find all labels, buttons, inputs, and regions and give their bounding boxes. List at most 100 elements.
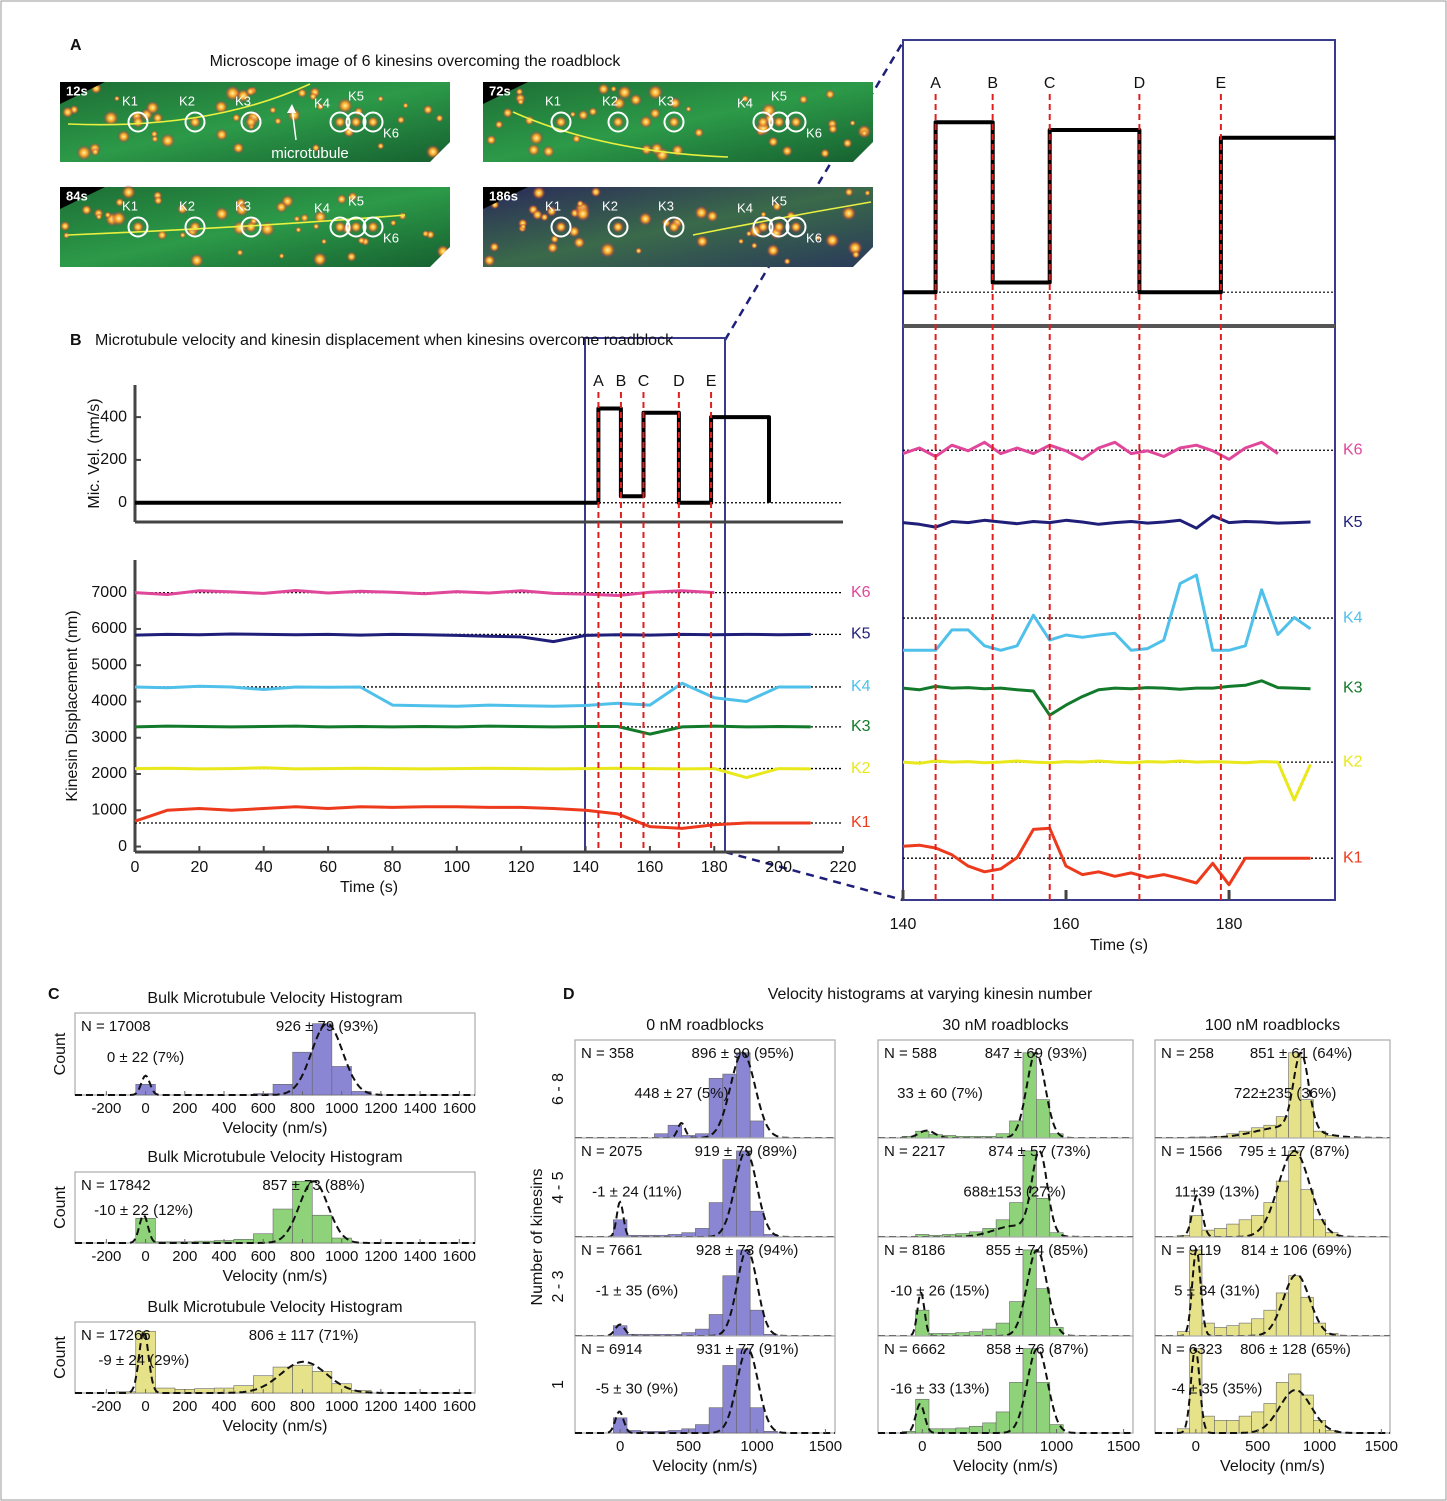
kinesin-marker	[607, 111, 629, 133]
fluorescent-spot	[555, 221, 567, 233]
fluorescent-spot	[767, 136, 779, 148]
panel-title: Microscope image of 6 kinesins overcomin…	[210, 53, 622, 70]
x-tick-label: 140	[572, 859, 599, 876]
fit-curve	[75, 1022, 475, 1096]
fit-label: 11±39 (13%)	[1175, 1183, 1260, 1200]
x-tick-label: 220	[830, 859, 857, 876]
kinesin-marker	[362, 216, 384, 238]
histogram: 4 - 5 N = 2075 919 ± 79 (89%) -1 ± 24 (11%)	[550, 1137, 836, 1238]
fluorescent-spot	[841, 205, 857, 221]
fluorescent-spot	[781, 145, 793, 157]
kinesin-marker	[663, 216, 685, 238]
fit-label: 926 ± 79 (93%)	[276, 1018, 378, 1035]
fluorescent-spot	[685, 105, 692, 113]
bar	[272, 1084, 293, 1096]
fluorescent-spot	[132, 221, 144, 233]
y-tick-label: 3000	[91, 729, 127, 746]
kinesin-label: K4	[314, 200, 330, 215]
series-label: K3	[1343, 679, 1363, 696]
fit-label: 874 ± 57 (73%)	[988, 1143, 1090, 1160]
histogram: 0 500 1000 1500 Velocity (nm/s) N = 6662 858 ±…	[877, 1335, 1140, 1475]
bar	[1300, 1189, 1314, 1238]
y-tick-label: 4000	[91, 693, 127, 710]
bar	[695, 1328, 710, 1337]
fluorescent-spot	[214, 206, 229, 221]
fluorescent-spot	[59, 220, 71, 232]
panel-label: C	[48, 986, 60, 1003]
chart: 0 1000 2000 3000 4000 5000 6000 7000 0 20 40 60 80 10…	[64, 560, 871, 896]
x-tick-label: 0	[141, 1100, 149, 1117]
fluorescent-spot	[215, 128, 228, 141]
series-line	[134, 589, 715, 597]
x-tick-label: -200	[91, 1100, 121, 1117]
sample-size: N = 358	[581, 1045, 634, 1062]
fluorescent-spot	[597, 83, 610, 96]
histogram: 0 500 1000 1500 Velocity (nm/s) N = 6323 806 ±…	[1154, 1335, 1398, 1475]
bar	[1288, 1150, 1302, 1238]
histogram: N = 2217 874 ± 57 (73%) 688±153 (27%)	[877, 1137, 1134, 1238]
histogram: 6 - 8 0 nM roadblocks N = 358 896 ± 90 (95%…	[550, 1017, 836, 1139]
kinesin-label: K2	[179, 198, 195, 213]
y-tick-label: 6000	[91, 620, 127, 637]
bar	[331, 1066, 352, 1096]
bar	[736, 1150, 751, 1238]
fluorescent-spot	[337, 97, 353, 114]
series-label: K1	[1343, 849, 1363, 866]
fluorescent-spot	[293, 215, 301, 223]
bar	[1263, 1124, 1277, 1139]
fit-curve	[575, 1051, 835, 1139]
fluorescent-spot	[612, 96, 626, 110]
sample-size: N = 17008	[81, 1018, 151, 1035]
fluorescent-spot	[398, 211, 407, 221]
bar	[722, 1275, 737, 1337]
histogram: -200 0 200 400 600 800 1000 1200 1400 1600 Velocit…	[52, 1149, 476, 1285]
histogram: 30 nM roadblocks N = 588 847 ± 69 (93%) 33 …	[877, 1017, 1134, 1139]
chart-title: 30 nM roadblocks	[942, 1017, 1068, 1034]
fluorescent-spot	[773, 221, 785, 233]
x-tick-label: 1600	[443, 1398, 476, 1415]
chart-title: 0 nM roadblocks	[646, 1017, 763, 1034]
bar	[1226, 1325, 1240, 1337]
series-line	[134, 805, 811, 830]
kinesin-label: K2	[602, 93, 618, 108]
bar	[915, 1398, 930, 1434]
sample-size: N = 9119	[1161, 1242, 1221, 1259]
fluorescent-spot	[278, 252, 285, 260]
series-label: K1	[851, 814, 871, 831]
fluorescent-spot	[827, 123, 838, 134]
fluorescent-spot	[396, 115, 406, 125]
x-tick-label: 80	[384, 859, 402, 876]
fluorescent-spot	[612, 116, 624, 128]
event-label: A	[930, 75, 941, 92]
fit-label: -10 ± 22 (12%)	[94, 1202, 193, 1219]
kinesin-marker	[127, 111, 149, 133]
fluorescent-spot	[61, 106, 74, 119]
chart-title: 100 nM roadblocks	[1205, 1017, 1340, 1034]
fluorescent-spot	[152, 112, 164, 124]
image-corner	[60, 82, 105, 104]
fluorescent-spot	[532, 186, 546, 200]
bar	[1238, 1322, 1252, 1337]
fluorescent-spot	[844, 187, 854, 197]
bar	[749, 1210, 765, 1238]
kinesin-label: K6	[806, 230, 822, 245]
kinesin-marker	[329, 111, 351, 133]
x-tick-label: 600	[251, 1398, 276, 1415]
fluorescent-spot	[864, 189, 871, 197]
sample-size: N = 258	[1161, 1045, 1214, 1062]
fluorescent-spot	[638, 211, 653, 226]
bar	[1214, 1327, 1228, 1337]
y-tick-label: 7000	[91, 584, 127, 601]
x-tick-label: 200	[765, 859, 792, 876]
fluorescent-spot	[546, 241, 559, 254]
fluorescent-spot	[334, 221, 346, 233]
event-label: B	[987, 75, 998, 92]
y-tick-label: 0	[118, 838, 127, 855]
microscope-image: 186s K1 K2 K3 K4 K5 K6	[483, 186, 873, 267]
plot-frame	[1154, 1039, 1391, 1139]
event-label: D	[1134, 75, 1146, 92]
fluorescent-spot	[849, 119, 856, 127]
y-tick-label: 200	[100, 451, 127, 468]
fluorescent-spot	[376, 142, 385, 150]
sample-size: N = 8186	[884, 1242, 945, 1259]
